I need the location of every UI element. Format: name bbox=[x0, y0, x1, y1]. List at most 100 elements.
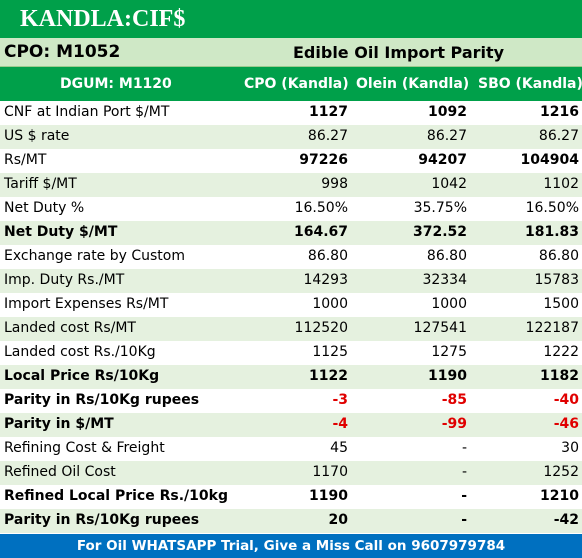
row-label: Exchange rate by Custom bbox=[4, 248, 186, 264]
table-row: Exchange rate by Custom 86.80 86.80 86.80 bbox=[0, 245, 582, 269]
cell-cpo: 14293 bbox=[303, 272, 348, 288]
cell-cpo: 1190 bbox=[309, 488, 348, 504]
column-header-sbo: SBO (Kandla) bbox=[478, 76, 582, 92]
cell-sbo: 1210 bbox=[540, 488, 579, 504]
column-header-olein: Olein (Kandla) bbox=[356, 76, 470, 92]
cell-sbo: 15783 bbox=[534, 272, 579, 288]
table-row: US $ rate 86.27 86.27 86.27 bbox=[0, 125, 582, 149]
cell-cpo: 112520 bbox=[294, 320, 348, 336]
cell-cpo: 1127 bbox=[309, 104, 348, 120]
cell-sbo: -46 bbox=[553, 416, 579, 432]
cell-olein: -99 bbox=[441, 416, 467, 432]
table-row: Refined Local Price Rs./10kg 1190 - 1210 bbox=[0, 485, 582, 509]
table-row: Parity in Rs/10Kg rupees -3 -85 -40 bbox=[0, 389, 582, 413]
cpo-contract-code: CPO: M1052 bbox=[4, 42, 121, 62]
cell-sbo: -42 bbox=[553, 512, 579, 528]
row-label: Refining Cost & Freight bbox=[4, 440, 165, 456]
table-row: Landed cost Rs/MT 112520 127541 122187 bbox=[0, 317, 582, 341]
cell-olein: - bbox=[461, 464, 467, 480]
row-label: Parity in $/MT bbox=[4, 416, 114, 432]
row-label: Landed cost Rs/MT bbox=[4, 320, 136, 336]
row-label: CNF at Indian Port $/MT bbox=[4, 104, 170, 120]
cell-cpo: 1000 bbox=[312, 296, 348, 312]
cell-sbo: 122187 bbox=[525, 320, 579, 336]
table-row: Imp. Duty Rs./MT 14293 32334 15783 bbox=[0, 269, 582, 293]
subheader: CPO: M1052 Edible Oil Import Parity bbox=[0, 38, 582, 67]
cell-olein: 32334 bbox=[422, 272, 467, 288]
cell-sbo: 1182 bbox=[540, 368, 579, 384]
cell-sbo: 1500 bbox=[543, 296, 579, 312]
cell-cpo: 45 bbox=[330, 440, 348, 456]
cell-sbo: 181.83 bbox=[524, 224, 579, 240]
table-row: Net Duty % 16.50% 35.75% 16.50% bbox=[0, 197, 582, 221]
cell-olein: 127541 bbox=[413, 320, 467, 336]
table-row: Tariff $/MT 998 1042 1102 bbox=[0, 173, 582, 197]
cell-cpo: 16.50% bbox=[294, 200, 348, 216]
row-label: Imp. Duty Rs./MT bbox=[4, 272, 125, 288]
row-label: US $ rate bbox=[4, 128, 70, 144]
cell-sbo: 1216 bbox=[540, 104, 579, 120]
cell-sbo: 1222 bbox=[543, 344, 579, 360]
cell-olein: 86.80 bbox=[426, 248, 467, 264]
cell-cpo: 97226 bbox=[299, 152, 348, 168]
cell-olein: - bbox=[461, 488, 467, 504]
cell-olein: 372.52 bbox=[412, 224, 467, 240]
row-label: Parity in Rs/10Kg rupees bbox=[4, 392, 200, 408]
sheet-title: Edible Oil Import Parity bbox=[293, 43, 505, 62]
row-label: Net Duty $/MT bbox=[4, 224, 118, 240]
table-row: Parity in $/MT -4 -99 -46 bbox=[0, 413, 582, 437]
cell-olein: 35.75% bbox=[413, 200, 467, 216]
parity-table-body: CNF at Indian Port $/MT 1127 1092 1216 US $ … bbox=[0, 101, 582, 533]
cell-sbo: 1102 bbox=[543, 176, 579, 192]
row-label: Net Duty % bbox=[4, 200, 85, 216]
cell-cpo: 1125 bbox=[312, 344, 348, 360]
cell-olein: 1275 bbox=[431, 344, 467, 360]
banner-title: KANDLA:CIF$ bbox=[0, 0, 582, 38]
row-label: Local Price Rs/10Kg bbox=[4, 368, 160, 384]
row-label: Parity in Rs/10Kg rupees bbox=[4, 512, 200, 528]
cell-cpo: 164.67 bbox=[293, 224, 348, 240]
cell-cpo: 86.27 bbox=[307, 128, 348, 144]
cell-olein: - bbox=[461, 440, 467, 456]
table-row: Net Duty $/MT 164.67 372.52 181.83 bbox=[0, 221, 582, 245]
cell-cpo: 86.80 bbox=[307, 248, 348, 264]
footer-whatsapp-note: For Oil WHATSAPP Trial, Give a Miss Call… bbox=[0, 534, 582, 558]
cell-cpo: 1170 bbox=[312, 464, 348, 480]
cell-cpo: -3 bbox=[332, 392, 348, 408]
cell-olein: 94207 bbox=[418, 152, 467, 168]
cell-olein: 1042 bbox=[431, 176, 467, 192]
column-header-dgum: DGUM: M1120 bbox=[60, 76, 172, 92]
cell-sbo: 16.50% bbox=[525, 200, 579, 216]
table-row: Refined Oil Cost 1170 - 1252 bbox=[0, 461, 582, 485]
table-row: CNF at Indian Port $/MT 1127 1092 1216 bbox=[0, 101, 582, 125]
column-header-row: DGUM: M1120 CPO (Kandla) Olein (Kandla) … bbox=[0, 67, 582, 101]
cell-olein: -85 bbox=[441, 392, 467, 408]
row-label: Import Expenses Rs/MT bbox=[4, 296, 169, 312]
cell-sbo: -40 bbox=[553, 392, 579, 408]
cell-olein: 1092 bbox=[428, 104, 467, 120]
table-row: Parity in Rs/10Kg rupees 20 - -42 bbox=[0, 509, 582, 533]
cell-olein: 1000 bbox=[431, 296, 467, 312]
column-header-cpo: CPO (Kandla) bbox=[244, 76, 349, 92]
table-row: Landed cost Rs./10Kg 1125 1275 1222 bbox=[0, 341, 582, 365]
row-label: Landed cost Rs./10Kg bbox=[4, 344, 156, 360]
table-row: Refining Cost & Freight 45 - 30 bbox=[0, 437, 582, 461]
cell-cpo: 20 bbox=[328, 512, 348, 528]
cell-olein: - bbox=[461, 512, 467, 528]
cell-sbo: 86.27 bbox=[538, 128, 579, 144]
cell-sbo: 30 bbox=[561, 440, 579, 456]
cell-sbo: 1252 bbox=[543, 464, 579, 480]
cell-sbo: 104904 bbox=[520, 152, 579, 168]
cell-cpo: 998 bbox=[321, 176, 348, 192]
cell-olein: 86.27 bbox=[426, 128, 467, 144]
row-label: Refined Local Price Rs./10kg bbox=[4, 488, 228, 504]
table-row: Rs/MT 97226 94207 104904 bbox=[0, 149, 582, 173]
cell-sbo: 86.80 bbox=[538, 248, 579, 264]
cell-cpo: -4 bbox=[332, 416, 348, 432]
row-label: Refined Oil Cost bbox=[4, 464, 116, 480]
cell-olein: 1190 bbox=[428, 368, 467, 384]
table-row: Local Price Rs/10Kg 1122 1190 1182 bbox=[0, 365, 582, 389]
row-label: Rs/MT bbox=[4, 152, 47, 168]
table-row: Import Expenses Rs/MT 1000 1000 1500 bbox=[0, 293, 582, 317]
